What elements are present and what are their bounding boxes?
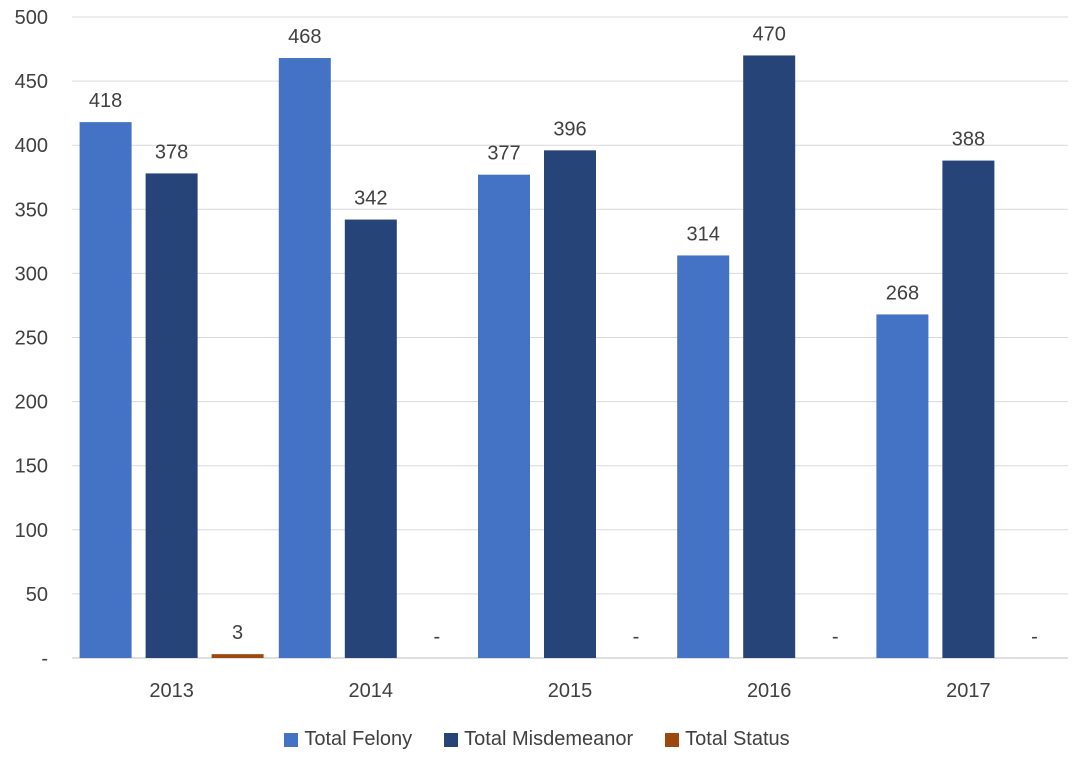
legend-label-status: Total Status [685,728,790,750]
x-tick-label: 2013 [149,680,194,702]
y-tick-label: - [41,648,48,670]
data-label: - [832,626,839,648]
bar [211,654,264,658]
y-tick-label: 450 [15,71,48,93]
y-tick-label: 400 [15,135,48,157]
data-label: 388 [952,129,985,151]
legend-item-misdemeanor: Total Misdemeanor [444,728,633,751]
x-tick-label: 2015 [548,680,593,702]
bar [344,219,397,658]
data-label: 314 [687,223,720,245]
legend-swatch-misdemeanor [444,732,459,747]
data-label: 342 [354,188,387,210]
legend-label-felony: Total Felony [304,728,413,750]
y-tick-label: 250 [15,328,48,350]
bar [478,174,530,658]
legend: Total Felony Total Misdemeanor Total Sta… [0,728,1074,751]
legend-item-status: Total Status [665,728,790,751]
legend-label-misdemeanor: Total Misdemeanor [464,728,634,750]
bar [145,173,198,659]
data-label: 3 [232,622,243,644]
bar [942,160,995,659]
y-tick-label: 200 [15,392,48,414]
bar [79,122,132,658]
data-label: 468 [288,26,321,48]
bars [79,55,995,659]
y-tick-label: 100 [15,520,48,542]
bar [743,55,796,658]
x-tick-label: 2016 [747,680,792,702]
data-label: - [633,626,640,648]
bar [544,150,596,658]
data-label: 396 [553,118,586,140]
data-label: - [433,626,440,648]
legend-swatch-felony [284,732,299,747]
data-labels: 418 378 3 468 342 - 377 396 - 314 470 - 268 388 - [89,23,1038,648]
bar [677,255,730,658]
x-axis: 2013 2014 2015 2016 2017 [149,680,990,702]
y-tick-label: 150 [15,456,48,478]
y-tick-label: 300 [15,263,48,285]
data-label: 418 [89,90,122,112]
legend-swatch-status [665,732,680,747]
y-tick-label: 500 [15,7,48,29]
y-tick-label: 50 [26,584,48,606]
legend-item-felony: Total Felony [284,728,412,751]
x-tick-label: 2017 [946,680,991,702]
data-label: - [1031,626,1038,648]
y-tick-label: 350 [15,199,48,221]
data-label: 378 [155,141,188,163]
y-axis: - 50 100 150 200 250 300 350 400 450 500 [15,7,48,670]
bar [876,314,929,658]
bar [278,58,331,659]
data-label: 377 [487,143,520,165]
data-label: 470 [753,23,786,45]
x-tick-label: 2014 [349,680,394,702]
data-label: 268 [886,282,919,304]
